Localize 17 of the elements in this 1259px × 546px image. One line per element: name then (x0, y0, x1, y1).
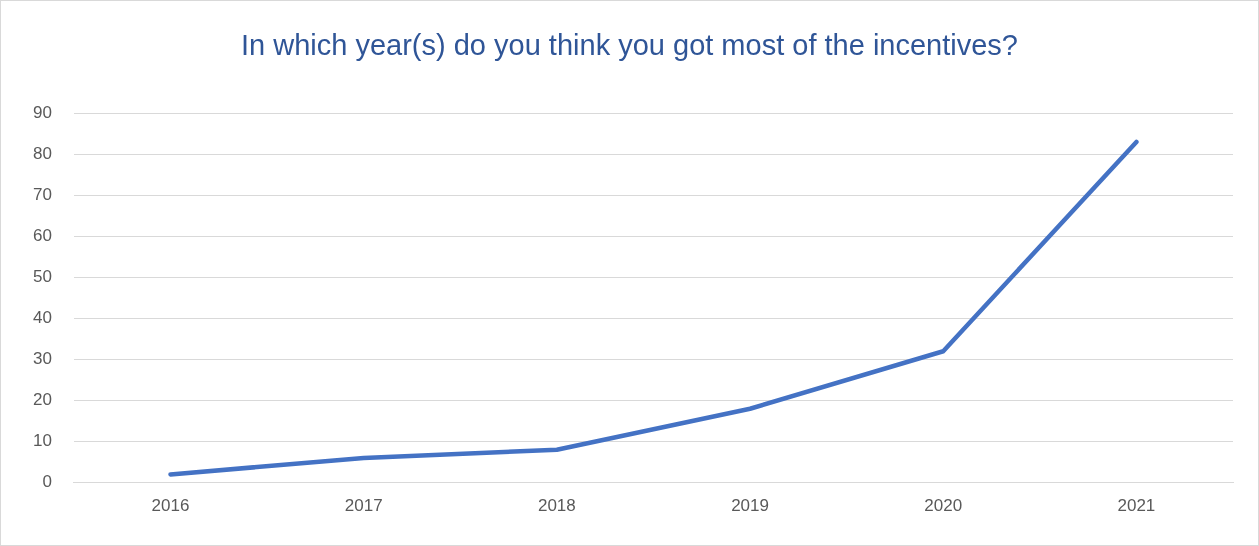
y-tick-label: 60 (32, 226, 52, 246)
y-tick-label: 50 (32, 267, 52, 287)
x-tick-label: 2021 (1117, 496, 1156, 516)
x-tick-label: 2020 (924, 496, 963, 516)
x-tick-label: 2018 (537, 496, 576, 516)
y-tick-label: 40 (32, 308, 52, 328)
y-tick-label: 0 (42, 472, 52, 492)
chart-title: In which year(s) do you think you got most of the incentives? (240, 29, 1019, 62)
x-tick-label: 2017 (344, 496, 383, 516)
y-tick-label: 10 (32, 431, 52, 451)
x-tick-label: 2016 (151, 496, 190, 516)
y-tick-label: 90 (32, 102, 52, 122)
y-tick-label: 20 (32, 390, 52, 410)
y-tick-label: 70 (32, 184, 52, 204)
y-tick-label: 80 (32, 143, 52, 163)
y-tick-label: 30 (32, 349, 52, 369)
x-tick-label: 2019 (731, 496, 769, 516)
